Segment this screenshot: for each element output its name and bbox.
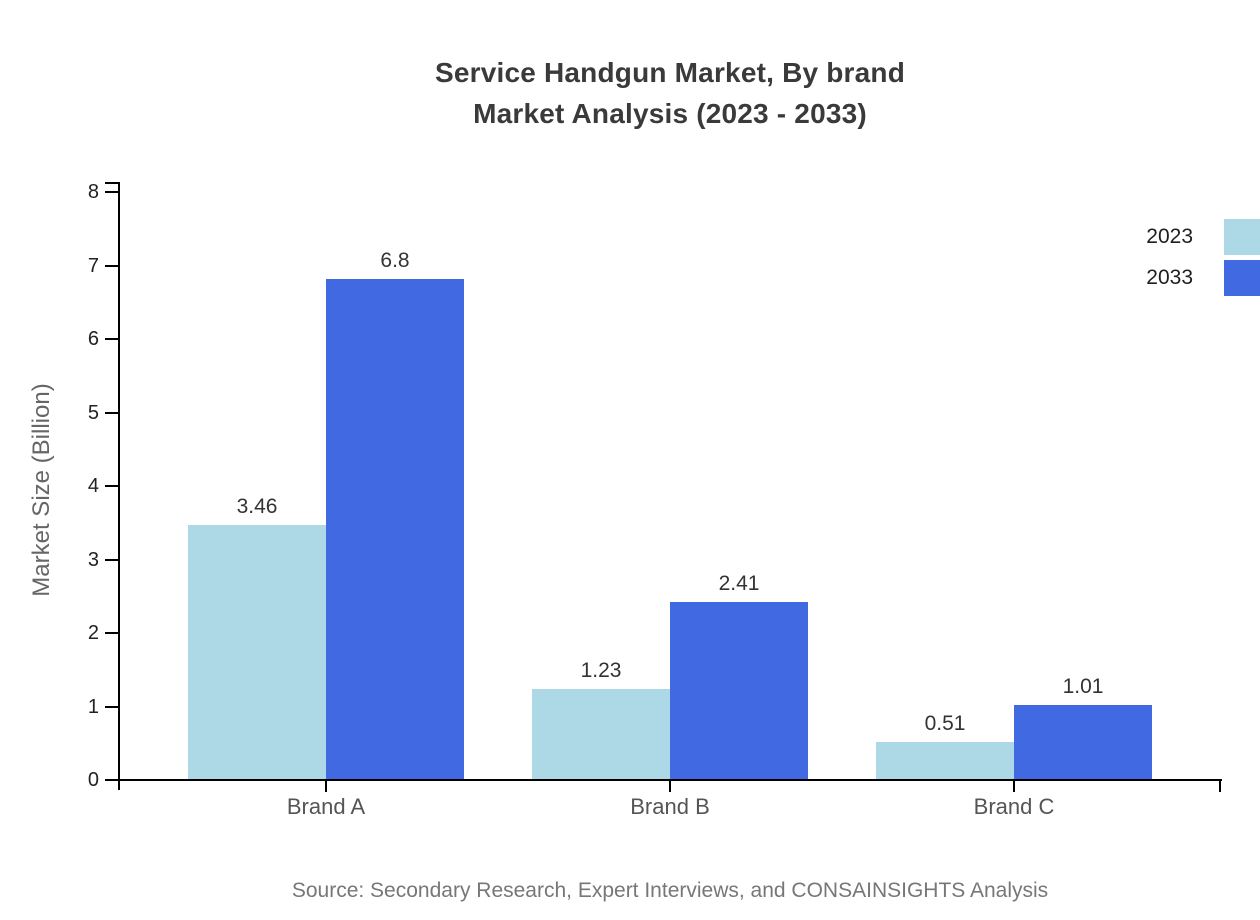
- x-tick: [325, 780, 327, 792]
- y-tick: [105, 411, 118, 414]
- y-tick: [105, 191, 118, 193]
- y-tick: [105, 558, 118, 561]
- y-tick-label: 4: [87, 475, 99, 497]
- bar-2033-brand-c: [1014, 704, 1152, 779]
- bar-2023-brand-a: [188, 524, 326, 779]
- bar-2023-brand-b: [532, 688, 670, 779]
- category-label: Brand A: [286, 794, 366, 819]
- y-tick-label: 3: [87, 548, 99, 571]
- y-axis-end-cap: [105, 182, 118, 184]
- y-axis-spine: [118, 182, 120, 790]
- chart-legend: 2023 2033: [1146, 219, 1260, 296]
- bar-value-label: 6.8: [380, 249, 410, 273]
- chart-title-line2: Market Analysis (2023 - 2033): [473, 98, 867, 129]
- y-tick-label: 2: [87, 622, 99, 644]
- y-tick-label: 1: [87, 695, 99, 718]
- legend-swatch: [1224, 219, 1260, 255]
- legend-row: 2023: [1146, 219, 1260, 255]
- y-tick-label: 7: [87, 254, 99, 277]
- bar-2023-brand-c: [876, 741, 1014, 779]
- y-tick-label: 8: [87, 181, 99, 203]
- bar-value-label: 1.01: [1062, 674, 1104, 698]
- y-tick-label: 5: [87, 401, 99, 424]
- bar-2033-brand-a: [326, 279, 464, 779]
- legend-label: 2023: [1146, 225, 1193, 248]
- y-tick: [105, 338, 118, 340]
- bar-value-label: 0.51: [924, 711, 966, 735]
- y-tick: [105, 705, 118, 708]
- bar-value-label: 2.41: [718, 571, 760, 595]
- legend-swatch: [1224, 260, 1260, 296]
- y-tick: [105, 632, 118, 634]
- chart-title-line1: Service Handgun Market, By brand: [434, 57, 906, 88]
- y-tick: [105, 264, 118, 267]
- y-tick-label: 6: [87, 328, 99, 350]
- bar-value-label: 1.23: [580, 658, 622, 682]
- y-tick: [105, 779, 118, 781]
- x-tick: [669, 780, 671, 792]
- bar-value-label: 3.46: [236, 494, 278, 518]
- x-axis-end-cap: [1219, 780, 1221, 792]
- x-tick: [1013, 780, 1015, 792]
- legend-row: 2033: [1146, 260, 1260, 296]
- source-attribution: Source: Secondary Research, Expert Inter…: [291, 879, 1049, 902]
- legend-label: 2033: [1146, 266, 1193, 289]
- category-label: Brand B: [630, 794, 710, 819]
- bar-2033-brand-b: [670, 601, 808, 779]
- y-tick-label: 0: [87, 769, 99, 791]
- y-tick: [105, 485, 118, 487]
- category-label: Brand C: [973, 794, 1055, 819]
- chart-title: Service Handgun Market, By brand Market …: [118, 52, 1222, 134]
